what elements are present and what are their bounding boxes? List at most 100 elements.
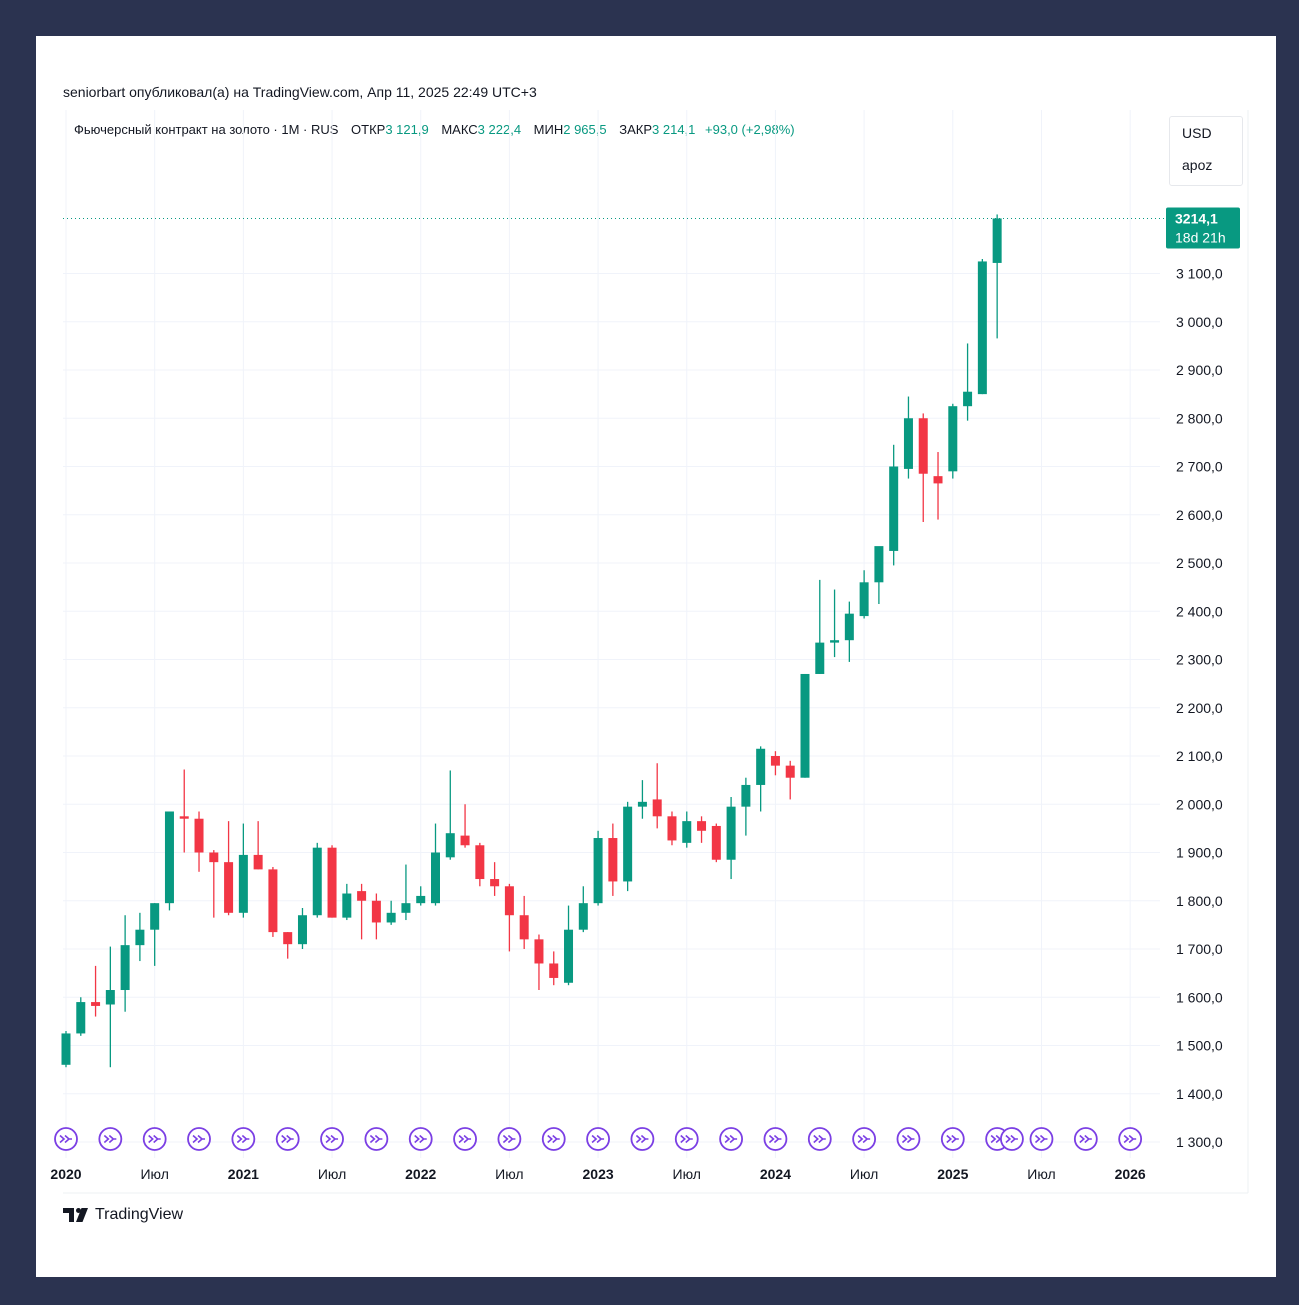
candle[interactable] <box>416 886 426 906</box>
candle[interactable] <box>105 946 115 1068</box>
tradingview-brand[interactable]: TradingView <box>63 1206 183 1224</box>
event-marker[interactable] <box>763 1127 788 1151</box>
currency-label[interactable]: USD <box>1182 125 1212 141</box>
candle[interactable] <box>697 816 707 843</box>
candle[interactable] <box>519 895 529 949</box>
candle[interactable] <box>283 932 293 959</box>
event-marker[interactable] <box>98 1127 123 1151</box>
candle[interactable] <box>76 997 86 1036</box>
event-marker[interactable] <box>586 1127 610 1151</box>
candle[interactable] <box>164 811 174 911</box>
candle[interactable] <box>770 751 780 776</box>
event-marker[interactable] <box>1029 1127 1054 1151</box>
candle[interactable] <box>342 883 352 921</box>
candle[interactable] <box>785 760 795 800</box>
candle[interactable] <box>756 746 766 812</box>
event-marker[interactable] <box>719 1127 743 1151</box>
candle[interactable] <box>578 886 588 933</box>
event-marker[interactable] <box>408 1127 433 1151</box>
candle[interactable] <box>460 804 470 848</box>
candle[interactable] <box>268 866 278 937</box>
event-marker[interactable] <box>807 1127 832 1151</box>
currency-unit-box[interactable]: USD apoz <box>1169 116 1243 186</box>
candle[interactable] <box>445 770 455 860</box>
y-tick-label: 2 600,0 <box>1176 507 1223 523</box>
candle[interactable] <box>948 403 958 479</box>
candle[interactable] <box>682 811 692 848</box>
candle[interactable] <box>386 900 396 925</box>
candle[interactable] <box>61 1031 71 1068</box>
event-marker[interactable] <box>674 1127 699 1151</box>
candle[interactable] <box>401 864 411 921</box>
candle[interactable] <box>992 214 1002 339</box>
candle[interactable] <box>135 912 145 962</box>
candle[interactable] <box>312 842 322 918</box>
candle[interactable] <box>889 444 899 566</box>
candle[interactable] <box>253 821 263 870</box>
candle[interactable] <box>844 601 854 662</box>
event-marker[interactable] <box>142 1127 167 1151</box>
candle[interactable] <box>194 811 204 872</box>
candle[interactable] <box>431 823 440 906</box>
candle[interactable] <box>815 579 825 674</box>
scale-mode-label[interactable]: apoz <box>1182 157 1213 173</box>
candle[interactable] <box>534 934 544 991</box>
candle[interactable] <box>593 830 603 906</box>
candle[interactable] <box>623 801 633 892</box>
candle[interactable] <box>357 883 367 940</box>
event-marker[interactable] <box>852 1127 877 1151</box>
event-marker[interactable] <box>1118 1127 1143 1151</box>
candle[interactable] <box>711 823 721 863</box>
candle[interactable] <box>179 769 189 853</box>
candle[interactable] <box>504 883 514 952</box>
candle[interactable] <box>874 546 884 605</box>
tradingview-logo-icon <box>63 1208 88 1222</box>
candle[interactable] <box>608 823 618 896</box>
candle[interactable] <box>637 780 647 819</box>
event-marker[interactable] <box>320 1127 344 1151</box>
high-label: МАКС <box>441 122 478 137</box>
candle-body <box>283 932 293 945</box>
candle[interactable] <box>475 842 485 887</box>
candle[interactable] <box>490 862 500 896</box>
candle[interactable] <box>830 589 840 658</box>
event-marker[interactable] <box>1073 1127 1098 1151</box>
event-marker[interactable] <box>187 1127 211 1151</box>
candle[interactable] <box>327 845 337 918</box>
candle[interactable] <box>933 452 943 520</box>
candle[interactable] <box>963 343 973 421</box>
candle[interactable] <box>238 823 248 918</box>
candle[interactable] <box>564 905 574 986</box>
candle[interactable] <box>903 396 913 479</box>
candle[interactable] <box>297 907 307 949</box>
symbol-name[interactable]: Фьючерсный контракт на золото · 1М · RUS <box>74 122 339 137</box>
event-marker[interactable] <box>54 1127 78 1151</box>
candle-body <box>224 862 234 913</box>
candle[interactable] <box>150 903 160 966</box>
event-marker[interactable] <box>1000 1127 1024 1151</box>
candle[interactable] <box>371 893 381 940</box>
candle[interactable] <box>652 763 662 829</box>
candle[interactable] <box>918 413 928 522</box>
candle[interactable] <box>741 777 751 836</box>
candle[interactable] <box>549 951 559 986</box>
candle[interactable] <box>209 850 219 918</box>
candle[interactable] <box>120 915 130 1012</box>
candle[interactable] <box>977 259 987 395</box>
candle[interactable] <box>667 811 677 846</box>
candle[interactable] <box>859 570 869 619</box>
candle[interactable] <box>91 965 101 1017</box>
event-marker[interactable] <box>630 1127 655 1151</box>
event-marker[interactable] <box>541 1127 566 1151</box>
event-marker[interactable] <box>497 1127 522 1151</box>
event-marker[interactable] <box>453 1127 477 1151</box>
event-marker[interactable] <box>231 1127 256 1151</box>
event-marker[interactable] <box>940 1127 965 1151</box>
event-marker[interactable] <box>896 1127 921 1151</box>
event-marker[interactable] <box>275 1127 300 1151</box>
candle[interactable] <box>726 797 736 880</box>
candle[interactable] <box>800 673 810 778</box>
event-marker[interactable] <box>364 1127 389 1151</box>
candle[interactable] <box>224 821 234 916</box>
